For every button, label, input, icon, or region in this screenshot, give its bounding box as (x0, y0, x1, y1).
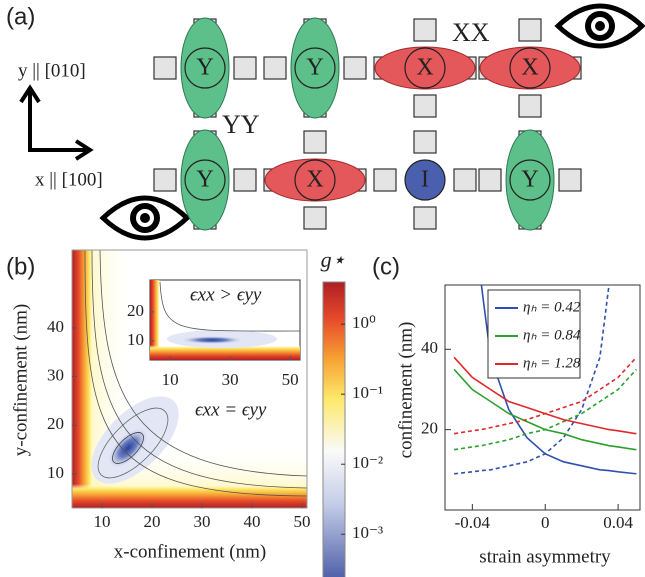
line-dashed (454, 369, 636, 449)
bond-label: XX (452, 18, 490, 47)
site-box (234, 57, 256, 79)
site-label: X (306, 167, 323, 193)
y-tick-label: 30 (47, 365, 64, 384)
site-box (344, 57, 366, 79)
site-label: Y (521, 167, 538, 193)
colorbar-tick-label: 10⁰ (352, 313, 376, 332)
site-box (414, 19, 436, 41)
inset-y-tick-label: 10 (127, 330, 144, 349)
colorbar (323, 282, 345, 577)
x-tick-label: 40 (244, 512, 261, 531)
legend-label: ηₕ = 0.42 (523, 299, 581, 315)
x-tick-label: 0.04 (603, 513, 633, 532)
site-label: X (416, 55, 433, 81)
inset-x-tick-label: 50 (282, 370, 299, 389)
inset-y-tick-label: 20 (127, 301, 144, 320)
legend-label: ηₕ = 0.84 (523, 327, 581, 343)
site-box (519, 95, 541, 117)
y-tick-label: 20 (421, 419, 438, 438)
site-box (304, 131, 326, 153)
site-box (479, 169, 501, 191)
x-axis-label: x-confinement (nm) (114, 541, 266, 562)
x-tick-label: -0.04 (455, 513, 491, 532)
site-box (559, 169, 581, 191)
site-box (264, 57, 286, 79)
bond-label: YY (222, 110, 260, 139)
x-tick-label: 20 (144, 512, 161, 531)
figure: (a) y || [010] x || [100] YY XX YYXXYXIY… (0, 0, 645, 577)
line (454, 369, 636, 449)
colorbar-tick-label: 10⁻² (352, 453, 383, 472)
site-label: Y (196, 167, 213, 193)
x-tick-label: 30 (194, 512, 211, 531)
legend-label: ηₕ = 1.28 (523, 355, 581, 371)
heat-band (72, 250, 94, 508)
x-tick-label: 50 (294, 512, 311, 531)
site-label: Y (196, 55, 213, 81)
colorbar-label: g⋆ (321, 247, 346, 272)
panel-label: (a) (6, 3, 35, 30)
y-tick-label: 20 (47, 414, 64, 433)
inset-annotation: ϵxx > ϵyy (190, 284, 262, 305)
y-axis-label: y-confinement (nm) (10, 304, 31, 456)
site-box (414, 95, 436, 117)
site-box (414, 131, 436, 153)
site-box (519, 19, 541, 41)
x-tick-label: 0 (541, 513, 550, 532)
panel-label: (c) (372, 253, 400, 280)
eye-icon (558, 6, 642, 46)
colorbar-tick-label: 10⁻³ (352, 523, 383, 542)
site-label: X (521, 55, 538, 81)
annotation: ϵxx = ϵyy (195, 399, 267, 420)
heat-blob (180, 336, 244, 344)
site-box (454, 169, 476, 191)
site-label: Y (306, 55, 323, 81)
eye-icon (103, 198, 187, 238)
inset-x-tick-label: 10 (162, 370, 179, 389)
panel-label: (b) (6, 253, 35, 280)
site-box (414, 207, 436, 229)
x-tick-label: 10 (94, 512, 111, 531)
site-box (374, 169, 396, 191)
site-box (154, 57, 176, 79)
panel-b: (b) x-confinement (nm) y-confinement (nm) 1… (6, 247, 383, 577)
y-tick-label: 40 (421, 338, 438, 357)
x-axis-label: strain asymmetry (479, 546, 611, 567)
page: (a) y || [010] x || [100] YY XX YYXXYXIY… (0, 0, 645, 577)
y-axis-label: confinement (nm) (395, 322, 416, 459)
site-box (234, 169, 256, 191)
heat-band (72, 484, 307, 508)
site-box (154, 169, 176, 191)
panel-c: (c) strain asymmetry confinement (nm) -0.04… (372, 253, 640, 567)
site-label: I (421, 167, 429, 193)
colorbar-tick-label: 10⁻¹ (352, 383, 383, 402)
axis-label: y || [010] (18, 60, 86, 81)
y-tick-label: 10 (47, 463, 64, 482)
axis-label: x || [100] (35, 169, 103, 190)
panel-a: (a) y || [010] x || [100] YY XX YYXXYXIY (6, 3, 642, 238)
site-box (304, 207, 326, 229)
y-tick-label: 40 (47, 317, 64, 336)
inset-x-tick-label: 30 (222, 370, 239, 389)
